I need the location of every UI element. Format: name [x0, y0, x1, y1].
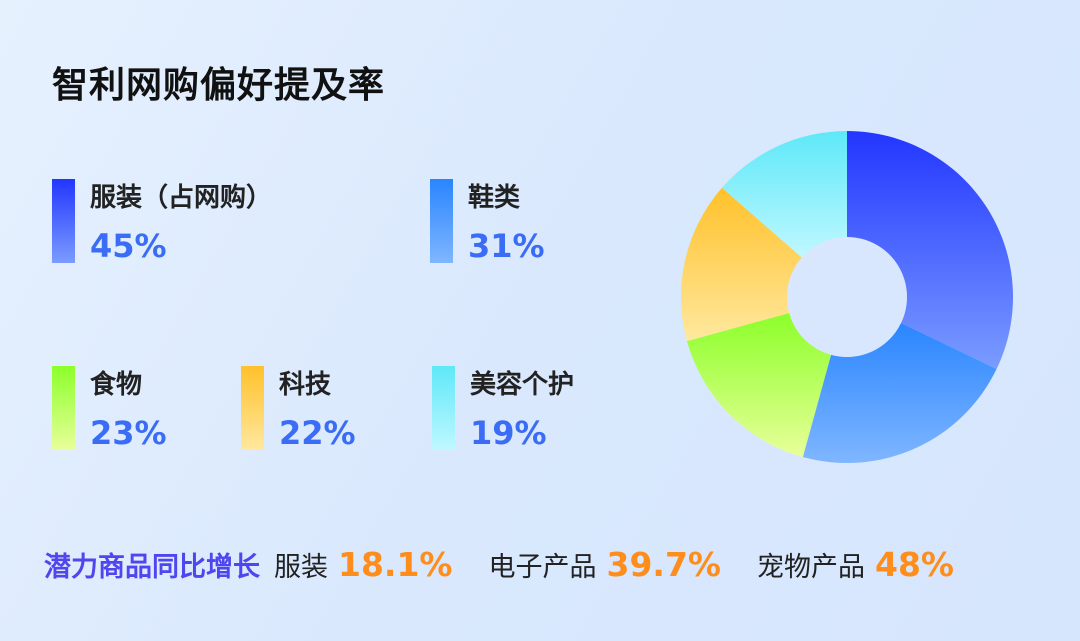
legend-label: 服装（占网购） — [90, 183, 273, 213]
donut-slice-0 — [847, 131, 1013, 370]
legend-value: 31% — [468, 227, 545, 265]
growth-name: 服装 — [274, 552, 328, 583]
growth-name: 电子产品 — [488, 552, 597, 583]
growth-heading: 潜力商品同比增长 — [44, 552, 260, 583]
donut-slice-4 — [721, 131, 847, 258]
growth-row: 潜力商品同比增长 服装 18.1% 电子产品 39.7% 宠物产品 48% — [44, 545, 990, 584]
growth-value: 18.1% — [338, 545, 453, 584]
donut-slice-2 — [686, 312, 832, 458]
legend-value: 23% — [90, 414, 167, 452]
growth-name: 宠物产品 — [757, 552, 865, 583]
legend-value: 45% — [90, 227, 167, 265]
legend-swatch — [52, 366, 75, 450]
legend-swatch — [432, 366, 455, 450]
legend-swatch — [430, 179, 453, 263]
legend-label: 鞋类 — [468, 183, 521, 213]
growth-value: 39.7% — [606, 545, 722, 584]
growth-value: 48% — [875, 545, 954, 584]
legend-value: 22% — [279, 414, 356, 452]
legend-label: 美容个护 — [470, 370, 575, 400]
legend-swatch — [52, 179, 75, 263]
donut-slice-3 — [681, 187, 802, 342]
donut-slice-1 — [802, 323, 997, 463]
legend-swatch — [241, 366, 264, 450]
chart-title: 智利网购偏好提及率 — [52, 65, 386, 106]
legend-value: 19% — [470, 414, 547, 452]
legend-label: 食物 — [90, 370, 143, 400]
legend-label: 科技 — [279, 370, 332, 400]
